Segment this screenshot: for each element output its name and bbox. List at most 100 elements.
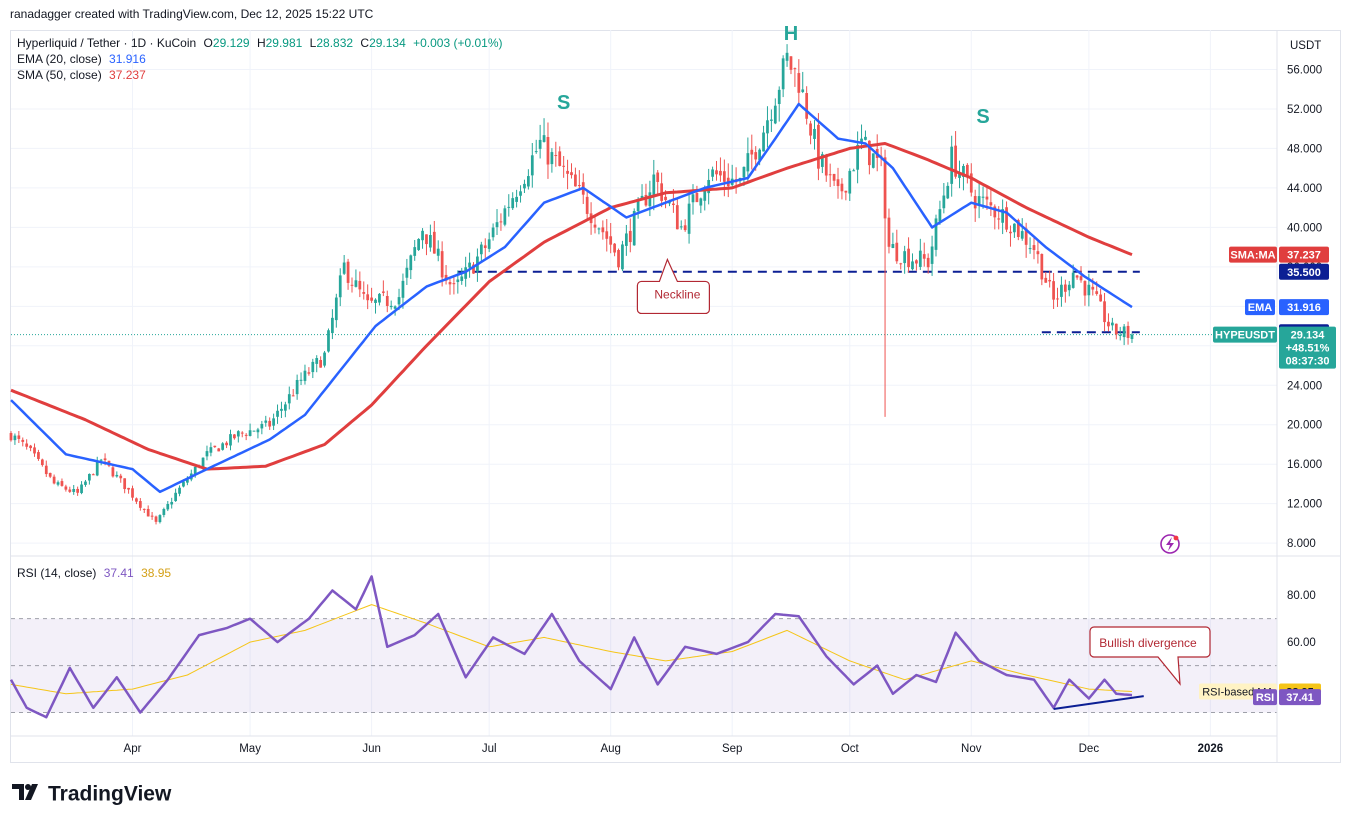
candle-body bbox=[280, 408, 283, 411]
rsi-line bbox=[9, 575, 1133, 719]
candle-body bbox=[166, 504, 170, 510]
candle-body bbox=[111, 467, 115, 477]
candle-body bbox=[813, 128, 816, 139]
candle-body bbox=[1079, 276, 1083, 281]
currency-label: USDT bbox=[1290, 40, 1321, 52]
candle-body bbox=[907, 248, 910, 268]
candle-body bbox=[401, 280, 405, 298]
time-tick-label: Dec bbox=[1079, 743, 1100, 755]
candle-body bbox=[758, 149, 761, 161]
candle-body bbox=[64, 486, 68, 490]
candle-body bbox=[644, 194, 648, 206]
candle-body bbox=[915, 260, 918, 264]
ema-tag: EMA bbox=[1245, 299, 1275, 316]
candle-body bbox=[840, 183, 844, 192]
sma-legend-label: SMA (50, close) bbox=[17, 68, 102, 82]
candle-body bbox=[1087, 284, 1091, 296]
candle-body bbox=[448, 282, 452, 285]
candle-body bbox=[597, 228, 601, 230]
sma-tag-text: SMA:MA bbox=[1230, 250, 1275, 262]
candle-body bbox=[95, 460, 99, 476]
candle-body bbox=[1013, 223, 1016, 233]
candle-body bbox=[315, 358, 319, 364]
candle-body bbox=[358, 280, 362, 290]
candle-body bbox=[29, 445, 32, 449]
candle-body bbox=[338, 275, 342, 298]
candle-body bbox=[236, 431, 240, 437]
candle-body bbox=[248, 430, 252, 436]
candle-body bbox=[777, 89, 781, 104]
sma-legend[interactable]: SMA (50, close) 37.237 bbox=[17, 68, 150, 82]
moving-average-lines bbox=[10, 102, 1133, 494]
candle-body bbox=[1040, 254, 1044, 280]
candle-body bbox=[715, 170, 718, 175]
rsi-legend[interactable]: RSI (14, close) 37.41 38.95 bbox=[17, 566, 175, 580]
sma-legend-value: 37.237 bbox=[109, 68, 146, 82]
divergence-label: Bullish divergence bbox=[1099, 636, 1197, 650]
candle-body bbox=[977, 196, 981, 206]
ema-tag-text: EMA bbox=[1248, 302, 1273, 314]
candle-body bbox=[621, 244, 624, 270]
symbol-tag: HYPEUSDT bbox=[1213, 326, 1277, 343]
candle-body bbox=[370, 297, 373, 301]
price-tick-label: 16.000 bbox=[1287, 459, 1322, 471]
neckline-callout bbox=[636, 257, 710, 315]
candle-body bbox=[354, 280, 358, 287]
candle-body bbox=[127, 487, 130, 490]
candle-body bbox=[366, 294, 370, 301]
pattern-label: S bbox=[557, 92, 570, 114]
candle-body bbox=[56, 482, 60, 485]
candle-body bbox=[378, 293, 381, 303]
candle-body bbox=[864, 136, 867, 140]
candle-body bbox=[1052, 281, 1055, 300]
time-tick-label: Oct bbox=[841, 743, 860, 755]
candle-body bbox=[852, 170, 856, 172]
candle-body bbox=[867, 140, 871, 166]
candle-body bbox=[507, 206, 511, 208]
candle-body bbox=[938, 209, 942, 222]
candle-body bbox=[891, 244, 895, 248]
candle-body bbox=[479, 244, 483, 255]
chart-attribution: ranadagger created with TradingView.com,… bbox=[10, 7, 374, 21]
candle-body bbox=[233, 434, 236, 439]
ema-legend[interactable]: EMA (20, close) 31.916 bbox=[17, 52, 150, 66]
candle-body bbox=[538, 139, 542, 149]
candle-body bbox=[260, 423, 264, 429]
candle-body bbox=[722, 171, 726, 182]
candle-body bbox=[1063, 284, 1067, 292]
candle-body bbox=[530, 155, 534, 176]
sma-value-pill-bg bbox=[1279, 246, 1329, 263]
candle-body bbox=[346, 261, 350, 283]
candle-body bbox=[472, 264, 475, 274]
candle-body bbox=[319, 359, 323, 368]
candle-body bbox=[675, 205, 679, 230]
candle-body bbox=[1009, 231, 1012, 234]
pattern-label: H bbox=[784, 23, 798, 45]
candle-body bbox=[1091, 286, 1095, 290]
rsi-legend-value: 37.41 bbox=[103, 566, 134, 580]
candle-body bbox=[1099, 294, 1102, 302]
candle-body bbox=[1075, 275, 1079, 278]
divergence-callout bbox=[1089, 626, 1211, 686]
candle-body bbox=[570, 172, 573, 176]
candle-body bbox=[460, 276, 464, 281]
candle-body bbox=[37, 452, 40, 459]
sma-line bbox=[10, 142, 1133, 471]
candle-body bbox=[432, 231, 436, 254]
ema-value-pill-text: 31.916 bbox=[1287, 302, 1321, 314]
tradingview-logo-icon bbox=[12, 782, 42, 808]
candle-body bbox=[511, 198, 515, 209]
candle-body bbox=[135, 498, 138, 502]
candle-body bbox=[856, 144, 859, 170]
symbol-legend[interactable]: Hyperliquid / Tether · 1D · KuCoin O29.1… bbox=[17, 36, 507, 50]
candle-body bbox=[836, 179, 840, 187]
candle-body bbox=[483, 245, 487, 249]
candle-body bbox=[1056, 298, 1059, 300]
candle-body bbox=[385, 295, 389, 306]
rsi-value-pill-bg bbox=[1279, 689, 1321, 706]
price-tick-label: 48.000 bbox=[1287, 143, 1322, 155]
candle-body bbox=[617, 250, 620, 268]
candle-body bbox=[452, 283, 456, 285]
level-pill: 35.500 bbox=[1279, 263, 1329, 280]
